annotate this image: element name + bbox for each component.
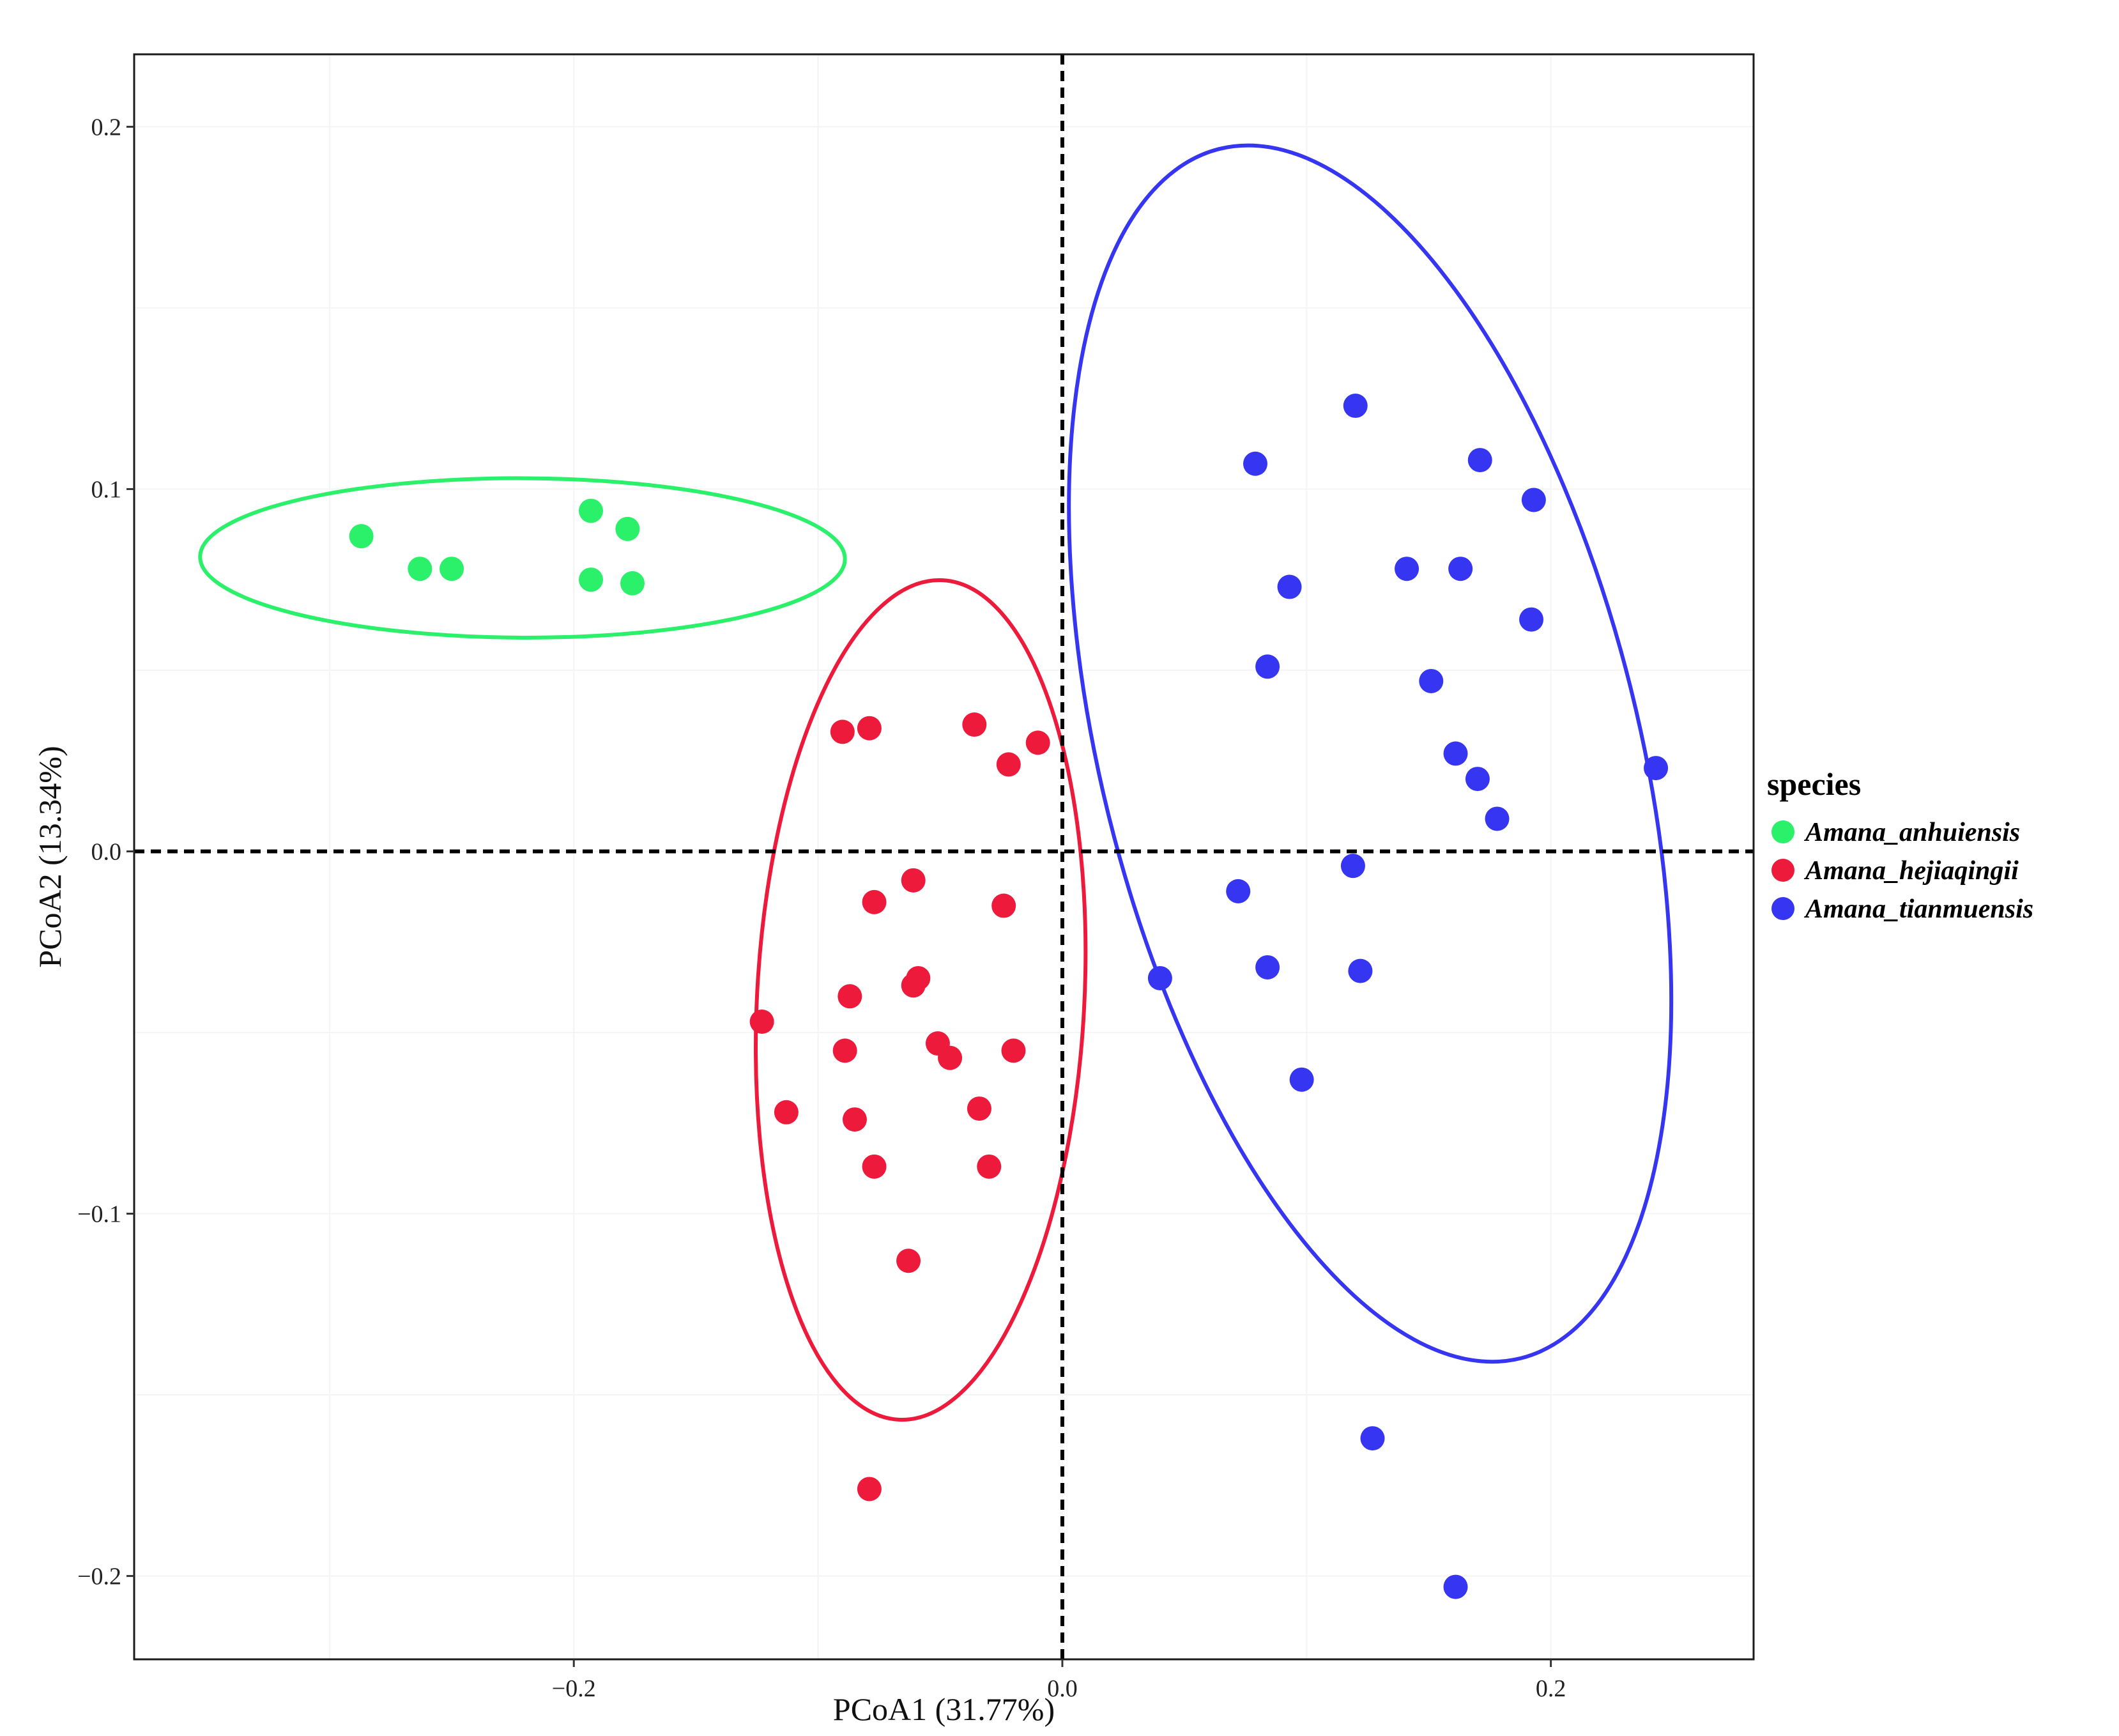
point-Amana_anhuiensis — [440, 557, 464, 581]
reference-lines — [134, 54, 1754, 1659]
point-Amana_anhuiensis — [349, 524, 374, 549]
point-Amana_anhuiensis — [615, 516, 640, 541]
point-Amana_tianmuensis — [1255, 654, 1280, 679]
legend-item: Amana_anhuiensis — [1771, 818, 2020, 847]
point-Amana_hejiaqingii — [842, 1107, 867, 1132]
point-Amana_tianmuensis — [1147, 965, 1172, 990]
point-Amana_tianmuensis — [1226, 879, 1251, 903]
legend-label: Amana_anhuiensis — [1803, 818, 2020, 847]
point-Amana_hejiaqingii — [901, 868, 926, 893]
point-Amana_tianmuensis — [1277, 574, 1302, 599]
point-Amana_hejiaqingii — [991, 893, 1016, 918]
legend-title: species — [1767, 766, 1861, 802]
legend: species Amana_anhuiensis Amana_hejiaqingi… — [1767, 766, 2033, 924]
point-Amana_tianmuensis — [1521, 488, 1546, 512]
y-tick-label: 0.2 — [91, 114, 122, 141]
legend-label: Amana_tianmuensis — [1803, 895, 2033, 924]
x-tick-label: 0.0 — [1047, 1675, 1078, 1702]
point-Amana_tianmuensis — [1255, 955, 1280, 979]
point-Amana_hejiaqingii — [962, 712, 987, 737]
point-Amana_tianmuensis — [1360, 1426, 1385, 1451]
legend-item: Amana_hejiaqingii — [1771, 856, 2019, 886]
point-Amana_hejiaqingii — [774, 1100, 799, 1125]
point-Amana_tianmuensis — [1443, 1574, 1468, 1599]
legend-item: Amana_tianmuensis — [1771, 895, 2033, 924]
ellipse-Amana_anhuiensis — [198, 476, 847, 640]
point-Amana_anhuiensis — [579, 498, 603, 523]
legend-items: Amana_anhuiensis Amana_hejiaqingii Amana_t… — [1771, 818, 2033, 924]
point-Amana_hejiaqingii — [857, 1477, 882, 1502]
y-axis-title: PCoA2 (13.34%) — [32, 746, 68, 967]
y-tick-label: 0.1 — [91, 476, 122, 503]
legend-label: Amana_hejiaqingii — [1803, 856, 2019, 886]
point-Amana_anhuiensis — [408, 557, 432, 581]
ellipse-Amana_hejiaqingii — [754, 578, 1088, 1422]
legend-swatch — [1771, 897, 1794, 920]
point-Amana_tianmuensis — [1467, 448, 1492, 473]
point-Amana_hejiaqingii — [977, 1154, 1002, 1179]
point-Amana_tianmuensis — [1519, 607, 1544, 632]
legend-swatch — [1771, 820, 1794, 843]
point-Amana_hejiaqingii — [749, 1010, 774, 1034]
point-Amana_hejiaqingii — [967, 1096, 991, 1121]
ellipse-Amana_tianmuensis — [1067, 143, 1674, 1364]
point-Amana_tianmuensis — [1395, 557, 1419, 581]
point-Amana_hejiaqingii — [1001, 1038, 1026, 1063]
point-Amana_hejiaqingii — [901, 973, 926, 998]
point-Amana_hejiaqingii — [1025, 730, 1050, 755]
point-Amana_tianmuensis — [1443, 741, 1468, 766]
point-Amana_hejiaqingii — [862, 1154, 887, 1179]
point-Amana_tianmuensis — [1644, 756, 1669, 781]
point-Amana_hejiaqingii — [996, 752, 1021, 777]
point-Amana_hejiaqingii — [857, 716, 882, 741]
y-tick-label: 0.0 — [91, 838, 122, 865]
point-Amana_tianmuensis — [1448, 557, 1473, 581]
legend-swatch — [1771, 859, 1794, 882]
point-Amana_hejiaqingii — [862, 889, 887, 914]
point-Amana_tianmuensis — [1419, 668, 1444, 693]
point-Amana_tianmuensis — [1485, 806, 1510, 831]
point-Amana_tianmuensis — [1340, 854, 1365, 879]
x-tick-label: 0.2 — [1536, 1675, 1566, 1702]
point-Amana_hejiaqingii — [896, 1248, 921, 1273]
x-axis-title: PCoA1 (31.77%) — [833, 1691, 1055, 1727]
confidence-ellipses — [198, 143, 1674, 1422]
point-Amana_tianmuensis — [1243, 451, 1267, 476]
y-tick-label: −0.2 — [77, 1563, 121, 1590]
point-Amana_hejiaqingii — [938, 1045, 963, 1070]
point-Amana_tianmuensis — [1343, 394, 1368, 419]
point-Amana_tianmuensis — [1465, 767, 1490, 792]
point-Amana_tianmuensis — [1348, 958, 1373, 983]
y-tick-label: −0.1 — [77, 1201, 121, 1228]
axis-ticks: −0.2 0.0 0.2 −0.2 −0.1 0.0 0.1 0.2 — [77, 114, 1566, 1702]
x-tick-label: −0.2 — [552, 1675, 596, 1702]
point-Amana_tianmuensis — [1289, 1067, 1314, 1092]
point-Amana_hejiaqingii — [838, 984, 862, 1009]
point-Amana_anhuiensis — [579, 567, 603, 592]
point-Amana_anhuiensis — [620, 571, 645, 595]
point-Amana_hejiaqingii — [832, 1038, 857, 1063]
point-Amana_hejiaqingii — [830, 719, 855, 744]
data-points — [349, 394, 1669, 1599]
plot-border — [133, 53, 1755, 1661]
